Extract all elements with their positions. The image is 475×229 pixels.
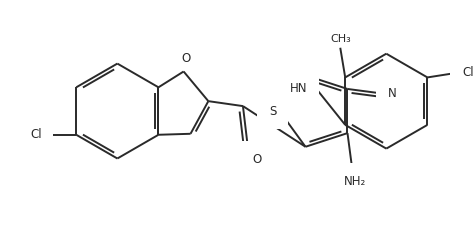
- Text: N: N: [388, 87, 397, 100]
- Text: NH₂: NH₂: [344, 175, 367, 188]
- Text: O: O: [181, 52, 190, 65]
- Text: O: O: [253, 153, 262, 166]
- Text: CH₃: CH₃: [330, 34, 351, 44]
- Text: Cl: Cl: [30, 128, 42, 141]
- Text: S: S: [269, 105, 276, 117]
- Text: Cl: Cl: [462, 66, 474, 79]
- Text: HN: HN: [290, 82, 307, 95]
